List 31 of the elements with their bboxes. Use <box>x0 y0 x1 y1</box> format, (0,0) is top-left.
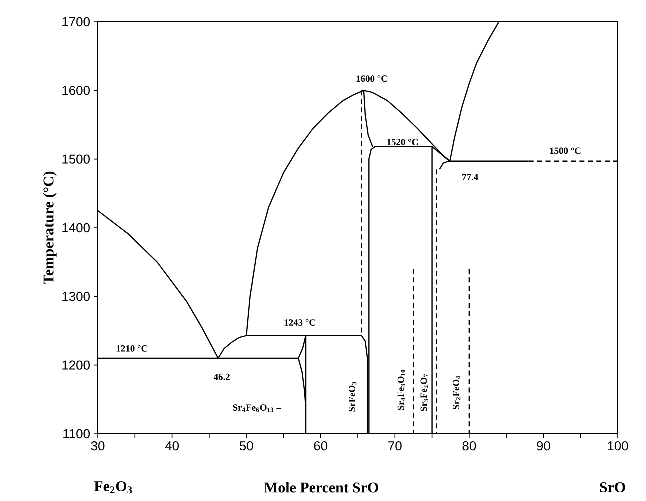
annotation: 1500 °C <box>550 148 581 154</box>
y-tick-label: 1500 <box>62 154 90 164</box>
x-tick-label: 80 <box>462 442 476 451</box>
y-tick-label: 1300 <box>62 292 90 302</box>
x-tick-label: 100 <box>608 442 628 451</box>
x-tick-label: 60 <box>314 442 328 451</box>
x-tick-label: 90 <box>537 442 550 451</box>
annotation: Sr$_{4}$Fe$_{3}$O$_{10}$ <box>398 370 406 410</box>
annotation: Sr$_{3}$Fe$_{2}$O$_{7}$ <box>420 374 428 412</box>
y-tick-label: 1400 <box>62 223 90 233</box>
x-tick-label: 70 <box>388 442 402 451</box>
text: Fe$_{2}$O$_{3}$ <box>94 481 132 494</box>
annotation: 1600 °C <box>356 76 388 82</box>
annotation: 46.2 <box>214 374 230 380</box>
y-tick-label: 1600 <box>62 86 90 96</box>
x-tick-label: 50 <box>240 442 254 451</box>
annotation: 77.4 <box>462 174 478 180</box>
x-axis-title: Mole Percent SrO <box>264 482 378 493</box>
y-tick-label: 1200 <box>62 360 90 370</box>
annotation: Sr$_{4}$Fe$_{6}$O$_{13}$ – <box>233 404 282 412</box>
y-axis-title: Temperature (°C) <box>43 172 57 284</box>
y-tick-label: 1100 <box>64 429 90 439</box>
annotation: SrFeO$_{3}$ <box>348 382 357 412</box>
x-tick-label: 30 <box>91 442 105 451</box>
y-tick-label: 1700 <box>62 17 90 27</box>
text: SrO <box>600 482 626 493</box>
annotation: 1520 °C <box>388 139 418 146</box>
annotation: 1210 °C <box>116 346 148 352</box>
x-tick-label: 40 <box>165 442 179 451</box>
annotation: Sr$_{2}$FeO$_{4}$ <box>453 376 461 410</box>
annotation: 1243 °C <box>284 320 316 326</box>
